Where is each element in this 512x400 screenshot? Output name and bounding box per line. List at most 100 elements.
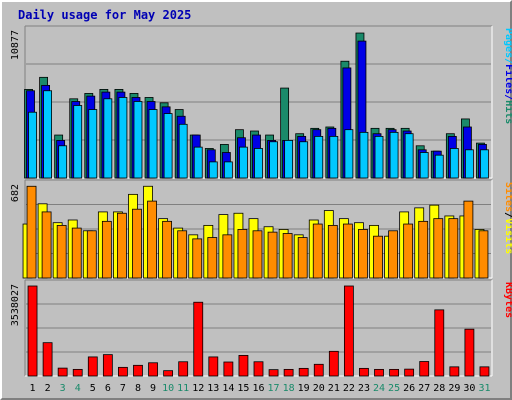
bar-sites-day-25 xyxy=(388,230,398,279)
bar-kbytes-day-7 xyxy=(118,366,128,377)
bar-pages-day-29 xyxy=(449,148,459,179)
bar-pages-day-17 xyxy=(269,141,278,179)
bar-pages-day-4 xyxy=(73,105,83,179)
bar-pages-day-10 xyxy=(163,113,173,179)
bar-pages-day-15 xyxy=(239,146,248,179)
bar-sites-day-18 xyxy=(282,233,293,279)
bar-kbytes-day-16 xyxy=(253,361,264,377)
bar-kbytes-day-12 xyxy=(193,301,204,377)
x-tick-label: 4 xyxy=(75,383,81,394)
x-tick-label: 2 xyxy=(45,383,51,394)
x-tick-label: 1 xyxy=(30,383,36,394)
x-tick-label: 22 xyxy=(343,383,355,394)
bar-sites-day-24 xyxy=(373,235,383,279)
x-tick-label: 10 xyxy=(162,383,174,394)
bar-sites-day-2 xyxy=(41,211,52,279)
bar-pages-day-13 xyxy=(208,161,218,179)
bar-sites-day-30 xyxy=(463,200,474,279)
legend-item: Files/ xyxy=(503,64,512,100)
x-tick-label: 15 xyxy=(237,383,249,394)
x-tick-label: 16 xyxy=(252,383,264,394)
bar-kbytes-day-30 xyxy=(464,328,475,377)
bar-kbytes-day-6 xyxy=(102,354,113,377)
x-tick-label: 17 xyxy=(268,383,280,394)
bar-kbytes-day-25 xyxy=(389,368,399,377)
x-tick-label: 3 xyxy=(60,383,66,394)
bar-pages-day-1 xyxy=(28,111,37,179)
bar-pages-day-26 xyxy=(404,133,414,179)
x-tick-label: 6 xyxy=(105,383,111,394)
bar-pages-day-7 xyxy=(118,97,128,179)
bar-sites-day-16 xyxy=(252,230,263,279)
bar-pages-day-19 xyxy=(299,141,309,179)
bar-pages-day-27 xyxy=(419,152,429,179)
bar-sites-day-14 xyxy=(222,234,233,279)
bar-pages-day-24 xyxy=(374,135,384,179)
legend-visits: Sites/Visits xyxy=(503,182,512,254)
bar-pages-day-31 xyxy=(480,149,489,179)
bar-sites-day-1 xyxy=(26,185,37,279)
legend-hits: Pages/Files/Hits xyxy=(503,28,512,124)
bar-kbytes-day-4 xyxy=(72,368,83,377)
bar-kbytes-day-22 xyxy=(343,285,354,377)
bar-pages-day-20 xyxy=(314,135,324,179)
x-tick-label: 30 xyxy=(463,383,475,394)
bar-sites-day-21 xyxy=(327,224,338,279)
bar-pages-day-22 xyxy=(344,129,354,179)
bar-sites-day-7 xyxy=(117,212,127,279)
bar-sites-day-8 xyxy=(132,208,142,279)
bar-kbytes-day-24 xyxy=(374,368,384,377)
bar-pages-day-30 xyxy=(465,149,474,179)
max-label-hits: 10877 xyxy=(10,30,21,60)
bar-sites-day-23 xyxy=(358,229,368,279)
x-tick-label: 12 xyxy=(192,383,204,394)
bar-sites-day-22 xyxy=(342,223,353,279)
bar-kbytes-day-29 xyxy=(449,366,460,377)
bar-pages-day-6 xyxy=(103,98,113,179)
bar-pages-day-18 xyxy=(284,140,294,179)
bar-kbytes-day-1 xyxy=(27,285,38,377)
bar-sites-day-31 xyxy=(478,230,489,279)
bar-kbytes-day-28 xyxy=(434,309,445,377)
x-tick-label: 19 xyxy=(298,383,310,394)
bar-sites-day-27 xyxy=(418,220,429,279)
bar-sites-day-10 xyxy=(162,220,173,279)
bar-sites-day-11 xyxy=(177,230,188,279)
bar-kbytes-day-26 xyxy=(404,368,415,377)
x-tick-label: 28 xyxy=(433,383,445,394)
bar-sites-day-29 xyxy=(448,218,459,279)
bar-sites-day-3 xyxy=(56,224,67,279)
bar-kbytes-day-5 xyxy=(87,356,98,377)
legend-item: KBytes xyxy=(503,282,512,318)
legend-kbytes: KBytes xyxy=(503,282,512,318)
x-tick-label: 23 xyxy=(358,383,370,394)
bar-sites-day-17 xyxy=(267,231,278,279)
bar-sites-day-15 xyxy=(237,229,248,279)
x-tick-label: 7 xyxy=(120,383,126,394)
bar-pages-day-3 xyxy=(58,145,68,179)
x-tick-label: 5 xyxy=(90,383,96,394)
bar-kbytes-day-2 xyxy=(42,342,53,377)
bar-pages-day-16 xyxy=(254,148,263,179)
bar-sites-day-26 xyxy=(403,223,414,279)
bar-kbytes-day-11 xyxy=(178,361,189,377)
bar-sites-day-13 xyxy=(207,237,218,279)
x-tick-label: 27 xyxy=(418,383,430,394)
bar-kbytes-day-27 xyxy=(419,361,430,377)
x-tick-label: 26 xyxy=(403,383,415,394)
x-tick-label: 14 xyxy=(222,383,234,394)
bar-pages-day-12 xyxy=(193,146,203,179)
bar-kbytes-day-3 xyxy=(57,367,68,377)
bar-sites-day-20 xyxy=(312,223,323,279)
x-tick-label: 8 xyxy=(135,383,141,394)
legend-item: Pages/ xyxy=(503,28,512,64)
x-tick-label: 9 xyxy=(150,383,156,394)
bar-pages-day-8 xyxy=(133,101,143,179)
x-tick-label: 31 xyxy=(478,383,490,394)
bar-pages-day-5 xyxy=(88,109,98,179)
bar-sites-day-6 xyxy=(101,220,112,279)
bar-pages-day-2 xyxy=(43,90,52,179)
bar-kbytes-day-18 xyxy=(283,368,294,377)
bar-kbytes-day-19 xyxy=(298,367,309,377)
